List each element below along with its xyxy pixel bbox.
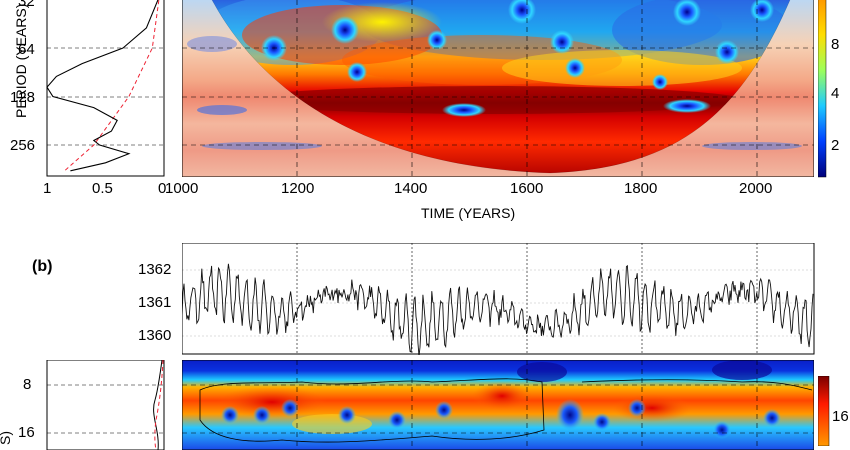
colorbar-c	[818, 376, 830, 446]
colorbar-tick-8: 8	[831, 36, 840, 53]
wavelet-heatmap-a	[182, 0, 814, 177]
period-tick-64: 64	[18, 41, 35, 58]
power-tick-0: 0	[158, 180, 167, 197]
time-tick-1800: 1800	[624, 180, 658, 197]
global-spectrum-c	[46, 360, 165, 450]
colorbar-a	[818, 0, 827, 178]
time-tick-1400: 1400	[394, 180, 428, 197]
tsi-tick-1360: 1360	[138, 327, 172, 344]
tsi-tick-1361: 1361	[138, 294, 172, 311]
grid-lines-a	[182, 0, 814, 177]
period-tick-8: 8	[23, 376, 32, 393]
colorbar-tick-4: 4	[831, 85, 840, 102]
power-tick-1: 1	[43, 180, 52, 197]
panel-label-b: (b)	[32, 258, 53, 275]
time-tick-2000: 2000	[739, 180, 773, 197]
period-tick-32: 32	[18, 0, 35, 10]
x-axis-label-a: TIME (YEARS)	[421, 205, 516, 221]
global-spectrum-a	[46, 0, 165, 177]
tsi-timeseries-b	[182, 243, 815, 355]
colorbar-tick-16: 16	[832, 408, 849, 425]
global-wavelet-curve	[46, 0, 159, 172]
time-tick-1000: 1000	[165, 180, 199, 197]
power-tick-0.5: 0.5	[92, 180, 113, 197]
time-tick-1600: 1600	[510, 180, 544, 197]
tsi-tick-1362: 1362	[138, 261, 172, 278]
colorbar-tick-2: 2	[831, 137, 840, 154]
y-axis-label-c-fragment: S)	[0, 431, 13, 445]
wavelet-heatmap-c	[182, 360, 814, 450]
tsi-series-line	[182, 263, 814, 355]
period-tick-16: 16	[18, 424, 35, 441]
time-tick-1200: 1200	[281, 180, 315, 197]
period-tick-256: 256	[10, 137, 36, 154]
period-tick-128: 128	[10, 89, 36, 106]
